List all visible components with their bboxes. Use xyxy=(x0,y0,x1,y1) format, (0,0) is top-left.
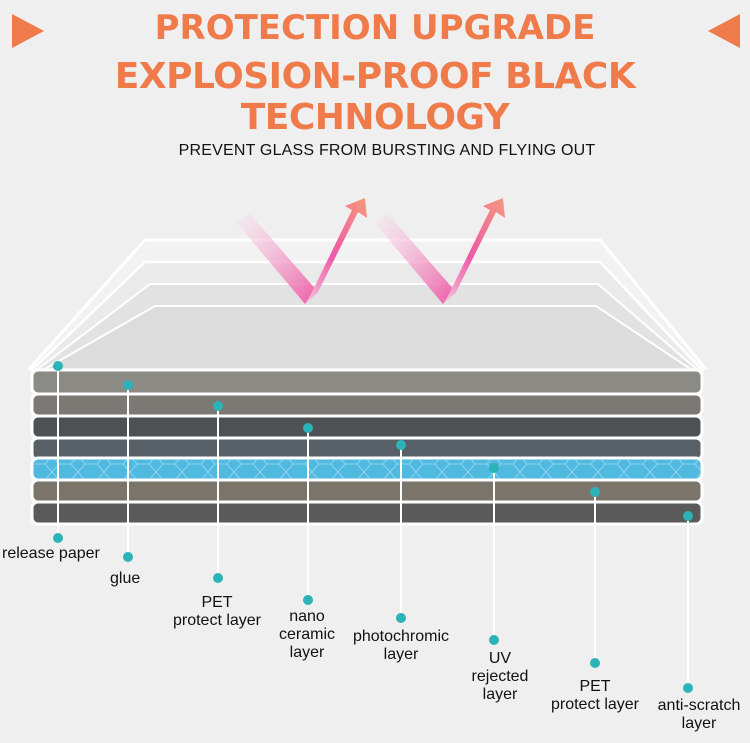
marker-dot xyxy=(683,511,693,521)
label-pet-protect-2: PET protect layer xyxy=(550,678,640,713)
left-arrow-icon xyxy=(12,14,44,48)
marker-dot xyxy=(123,552,133,562)
marker-dot xyxy=(590,487,600,497)
glass-top-layers xyxy=(26,238,709,375)
marker-dot xyxy=(303,423,313,433)
bounce-arrow-right xyxy=(374,198,505,304)
page-title: PROTECTION UPGRADE xyxy=(154,8,596,48)
label-release-paper: release paper xyxy=(2,545,100,562)
marker-dot xyxy=(53,533,63,543)
film-layers xyxy=(30,368,704,526)
leader-lines xyxy=(53,361,693,693)
marker-dot xyxy=(683,683,693,693)
page-subtitle: EXPLOSION-PROOF BLACK TECHNOLOGY xyxy=(114,56,636,138)
marker-dot xyxy=(590,658,600,668)
label-anti-scratch: anti-scratch layer xyxy=(657,697,741,732)
marker-dot xyxy=(53,361,63,371)
marker-dot xyxy=(213,401,223,411)
right-arrow-icon xyxy=(708,14,740,48)
marker-dot xyxy=(396,613,406,623)
marker-dot xyxy=(489,463,499,473)
marker-dot xyxy=(396,440,406,450)
label-uv-rejected: UV rejected layer xyxy=(471,650,529,703)
label-glue: glue xyxy=(110,570,141,587)
label-photochromic: photochromic layer xyxy=(352,628,450,663)
marker-dot xyxy=(123,380,133,390)
marker-dot xyxy=(303,595,313,605)
marker-dot xyxy=(213,573,223,583)
label-nano-ceramic: nano ceramic layer xyxy=(278,608,335,661)
caption: PREVENT GLASS FROM BURSTING AND FLYING O… xyxy=(178,142,596,159)
label-pet-protect-1: PET protect layer xyxy=(172,594,262,629)
marker-dot xyxy=(489,635,499,645)
bounce-arrow-left xyxy=(236,198,367,304)
